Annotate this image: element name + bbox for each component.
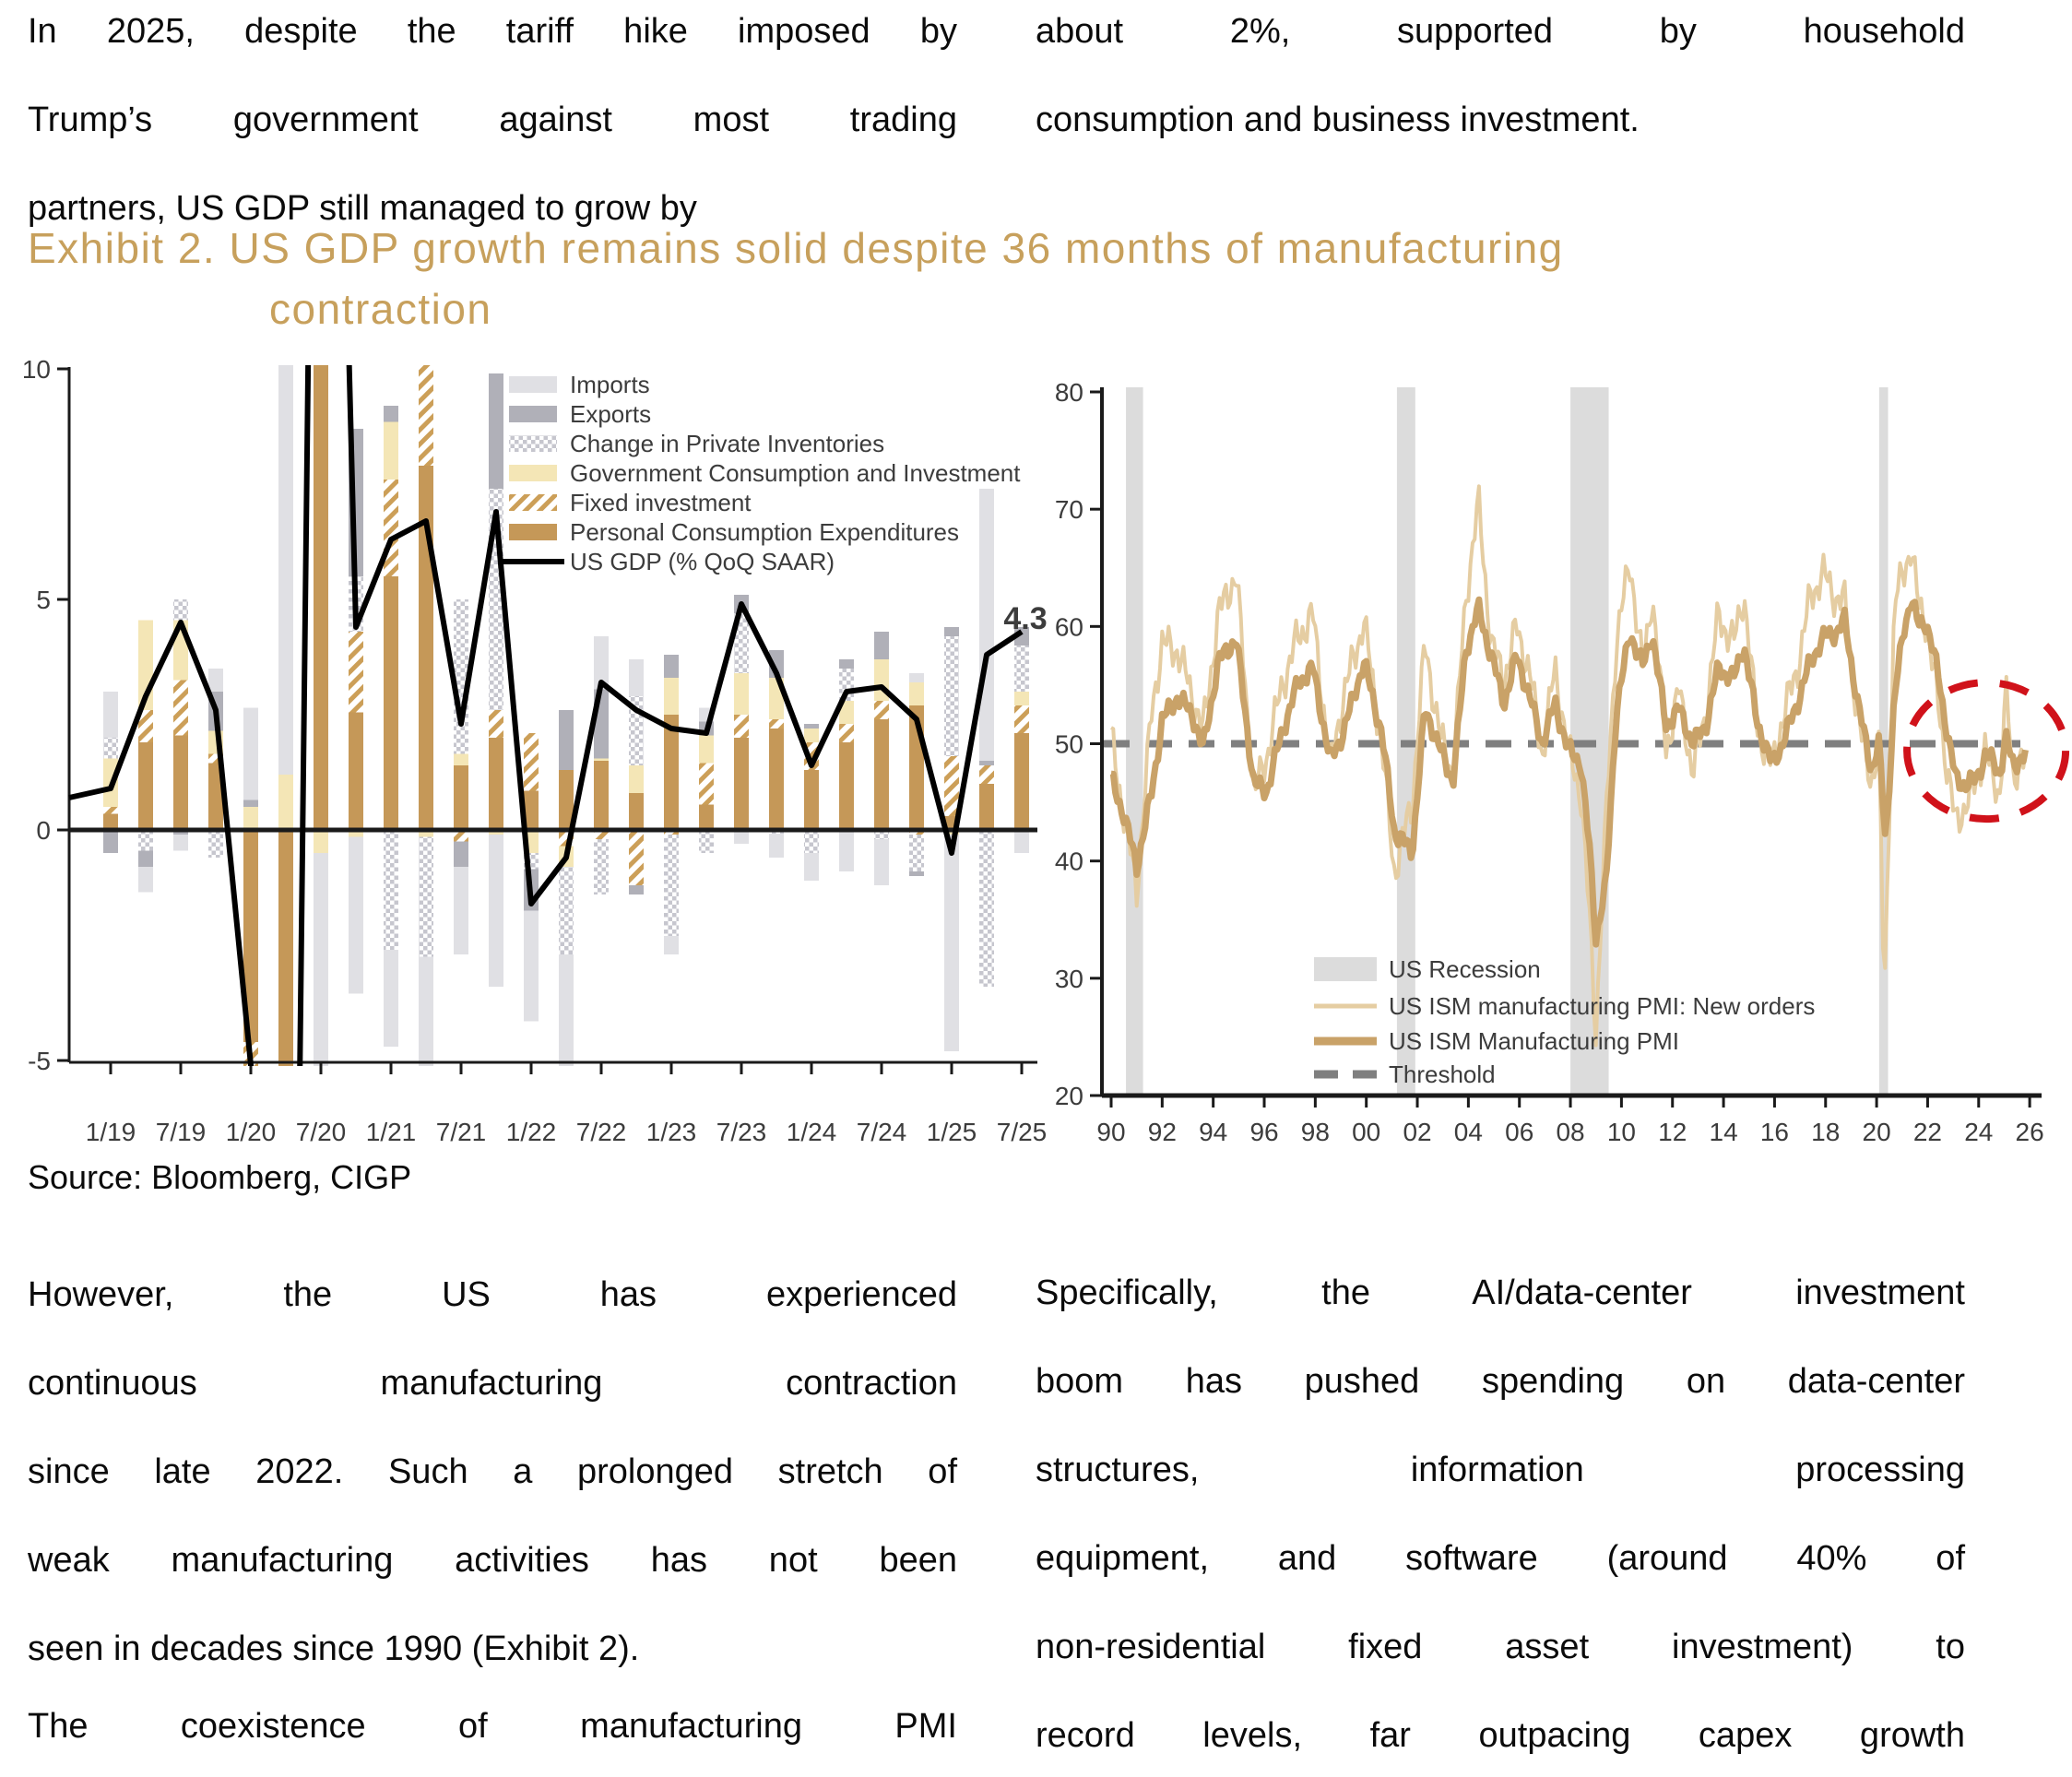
pmi-legend: US Recession US ISM manufacturing PMI: Ne…: [1314, 955, 1815, 1088]
svg-text:Exports: Exports: [570, 400, 651, 428]
svg-text:7/19: 7/19: [156, 1118, 207, 1146]
svg-text:5: 5: [36, 586, 51, 614]
text-line: Trump’s government against most trading: [28, 101, 957, 139]
svg-text:60: 60: [1055, 612, 1083, 641]
svg-text:22: 22: [1913, 1118, 1942, 1146]
svg-text:40: 40: [1055, 847, 1083, 876]
svg-text:04: 04: [1454, 1118, 1483, 1146]
svg-text:30: 30: [1055, 965, 1083, 993]
ism-pmi-chart: 80 70 60 50 40 30 20 90 92 94 96 98 00 02 04 06 08 10 12 14…: [1055, 378, 2070, 1146]
svg-text:Change in Private Inventories: Change in Private Inventories: [570, 430, 884, 457]
svg-text:Threshold: Threshold: [1389, 1060, 1496, 1088]
svg-text:US ISM manufacturing PMI: New: US ISM manufacturing PMI: New orders: [1389, 992, 1815, 1020]
svg-text:10: 10: [22, 355, 51, 384]
text-line: In 2025, despite the tariff hike imposed…: [28, 12, 957, 51]
svg-text:US ISM Manufacturing PMI: US ISM Manufacturing PMI: [1389, 1027, 1679, 1055]
svg-text:02: 02: [1403, 1118, 1431, 1146]
svg-text:26: 26: [2016, 1118, 2044, 1146]
svg-text:7/20: 7/20: [296, 1118, 347, 1146]
text-line: equipment, and software (around 40% of: [1036, 1539, 1965, 1578]
svg-text:1/20: 1/20: [226, 1118, 277, 1146]
body-left-paragraph-1: However, the US has experienced continuou…: [28, 1273, 957, 1671]
recent-contraction-highlight: [1903, 679, 2070, 823]
svg-text:Imports: Imports: [570, 371, 650, 398]
svg-text:1/21: 1/21: [366, 1118, 417, 1146]
exhibit-title-line1: Exhibit 2. US GDP growth remains solid d…: [28, 224, 1564, 272]
text-line: since late 2022. Such a prolonged stretc…: [28, 1452, 957, 1491]
svg-text:0: 0: [36, 816, 51, 845]
svg-text:7/25: 7/25: [997, 1118, 1048, 1146]
svg-text:98: 98: [1301, 1118, 1330, 1146]
text-line: However, the US has experienced: [28, 1275, 957, 1314]
svg-text:94: 94: [1199, 1118, 1227, 1146]
svg-text:US GDP (% QoQ SAAR): US GDP (% QoQ SAAR): [570, 548, 835, 575]
svg-text:92: 92: [1148, 1118, 1177, 1146]
svg-text:16: 16: [1760, 1118, 1789, 1146]
svg-text:90: 90: [1096, 1118, 1125, 1146]
body-column-left: However, the US has experienced continuou…: [28, 1273, 957, 1777]
text-line: partners, US GDP still managed to grow b…: [28, 189, 697, 228]
svg-text:50: 50: [1055, 730, 1083, 759]
svg-text:Fixed investment: Fixed investment: [570, 489, 752, 516]
gdp-plot-area: [103, 365, 1029, 1066]
svg-text:18: 18: [1811, 1118, 1840, 1146]
text-line: consumption and business investment.: [1036, 101, 1640, 139]
svg-text:80: 80: [1055, 378, 1083, 407]
top-paragraph-left: In 2025, despite the tariff hike imposed…: [28, 9, 957, 231]
svg-text:14: 14: [1710, 1118, 1738, 1146]
svg-text:24: 24: [1964, 1118, 1993, 1146]
gdp-end-value-label: 4.3: [1003, 601, 1047, 636]
svg-text:1/23: 1/23: [646, 1118, 697, 1146]
text-line: non-residential fixed asset investment) …: [1036, 1628, 1965, 1666]
svg-text:US Recession: US Recession: [1389, 955, 1541, 983]
svg-text:7/21: 7/21: [436, 1118, 487, 1146]
body-left-paragraph-2: The coexistence of manufacturing PMIcont…: [28, 1704, 957, 1777]
svg-text:20: 20: [1055, 1082, 1083, 1110]
text-line: record levels, far outpacing capex growt…: [1036, 1716, 1965, 1755]
text-line: seen in decades since 1990 (Exhibit 2).: [28, 1629, 640, 1668]
svg-text:7/23: 7/23: [716, 1118, 767, 1146]
exhibit-title-line2: contraction: [269, 285, 492, 333]
svg-text:-5: -5: [28, 1047, 51, 1075]
svg-text:00: 00: [1352, 1118, 1380, 1146]
svg-text:Personal Consumption Expenditu: Personal Consumption Expenditures: [570, 518, 959, 546]
text-line: structures, information processing: [1036, 1451, 1965, 1489]
svg-text:20: 20: [1863, 1118, 1891, 1146]
svg-text:06: 06: [1505, 1118, 1533, 1146]
gdp-contributions-chart: 10 5 0 -5 1/19 7/19 1/20 7/20 1/21 7/21 1/22 7/22 1/…: [22, 355, 1048, 1146]
exhibit-title: Exhibit 2. US GDP growth remains solid d…: [28, 218, 1890, 339]
svg-text:10: 10: [1607, 1118, 1636, 1146]
text-line: The coexistence of manufacturing PMI: [28, 1707, 957, 1746]
text-line: boom has pushed spending on data-center: [1036, 1362, 1965, 1401]
svg-text:12: 12: [1658, 1118, 1687, 1146]
text-line: about 2%, supported by household: [1036, 12, 1965, 51]
top-paragraph-right: about 2%, supported by household consumpt…: [1036, 9, 1965, 142]
body-column-right: Specifically, the AI/data-center investm…: [1036, 1271, 1965, 1777]
svg-text:1/19: 1/19: [86, 1118, 136, 1146]
text-line: continuous manufacturing contraction: [28, 1364, 957, 1403]
svg-text:1/24: 1/24: [787, 1118, 837, 1146]
svg-text:08: 08: [1556, 1118, 1584, 1146]
svg-text:7/24: 7/24: [857, 1118, 907, 1146]
svg-text:7/22: 7/22: [576, 1118, 627, 1146]
text-line: Specifically, the AI/data-center investm…: [1036, 1274, 1965, 1312]
source-line: Source: Bloomberg, CIGP: [28, 1158, 412, 1196]
svg-text:70: 70: [1055, 495, 1083, 524]
svg-text:Government Consumption and Inv: Government Consumption and Investment: [570, 459, 1021, 487]
text-line: weak manufacturing activities has not be…: [28, 1541, 957, 1580]
svg-text:96: 96: [1249, 1118, 1278, 1146]
svg-text:1/22: 1/22: [506, 1118, 557, 1146]
svg-text:1/25: 1/25: [927, 1118, 977, 1146]
